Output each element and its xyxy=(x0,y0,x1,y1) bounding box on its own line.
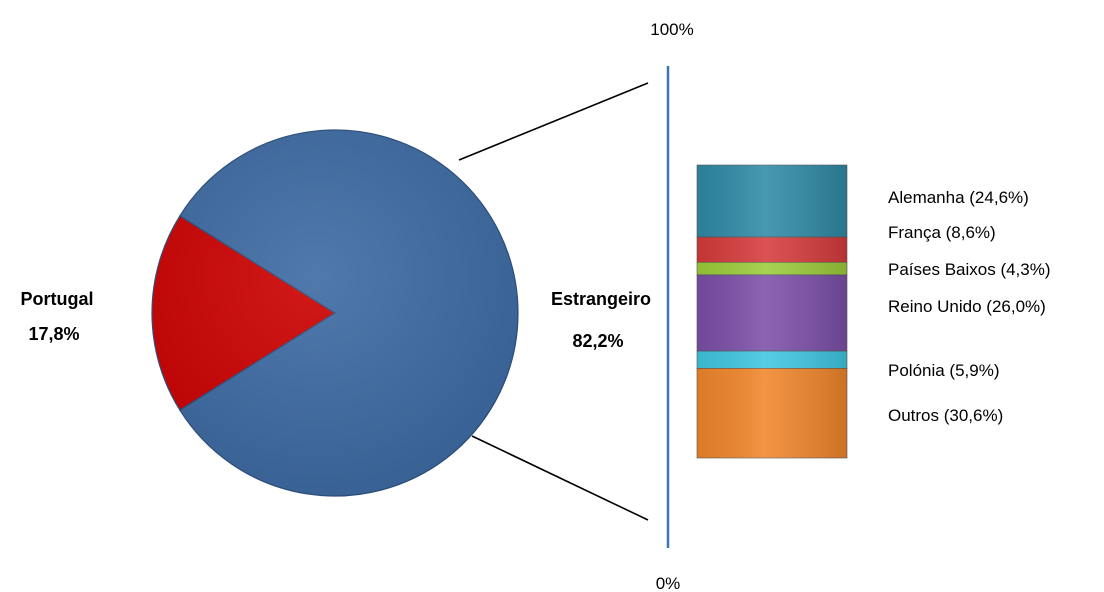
pie-label-estrangeiro: Estrangeiro xyxy=(551,289,651,309)
axis-bottom-label: 0% xyxy=(656,574,681,592)
bar-segment-alemanha xyxy=(696,164,848,238)
axis-top-label: 100% xyxy=(650,20,693,39)
bar-label-polonia: Polónia (5,9%) xyxy=(888,361,1000,380)
bar-label-paises-baixos: Países Baixos (4,3%) xyxy=(888,260,1051,279)
connector-line-bottom xyxy=(471,435,649,521)
bar-segment-polonia xyxy=(696,350,848,369)
pie-label-portugal: Portugal xyxy=(20,289,93,309)
connector-lines xyxy=(458,82,649,521)
percent-axis: 100% 0% xyxy=(650,20,693,592)
pie-value-portugal: 17,8% xyxy=(28,324,79,344)
bar-label-reino-unido: Reino Unido (26,0%) xyxy=(888,297,1046,316)
bar-label-franca: França (8,6%) xyxy=(888,223,996,242)
pie-value-estrangeiro: 82,2% xyxy=(572,331,623,351)
bar-segment-paises-baixos xyxy=(696,261,848,276)
stacked-bar: Alemanha (24,6%) França (8,6%) Países Baix… xyxy=(696,164,1051,459)
bar-segment-reino-unido xyxy=(696,274,848,352)
bar-segment-outros xyxy=(696,368,848,459)
pie-chart: Portugal 17,8% Estrangeiro 82,2% xyxy=(20,129,651,497)
connector-line-top xyxy=(458,82,649,161)
bar-segment-franca xyxy=(696,236,848,263)
bar-label-outros: Outros (30,6%) xyxy=(888,406,1003,425)
bar-label-alemanha: Alemanha (24,6%) xyxy=(888,188,1029,207)
